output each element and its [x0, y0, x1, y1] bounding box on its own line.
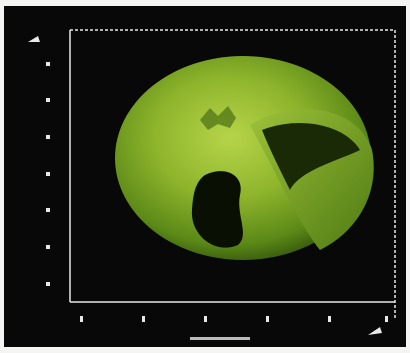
photo: [0, 0, 410, 353]
page: [0, 0, 410, 353]
